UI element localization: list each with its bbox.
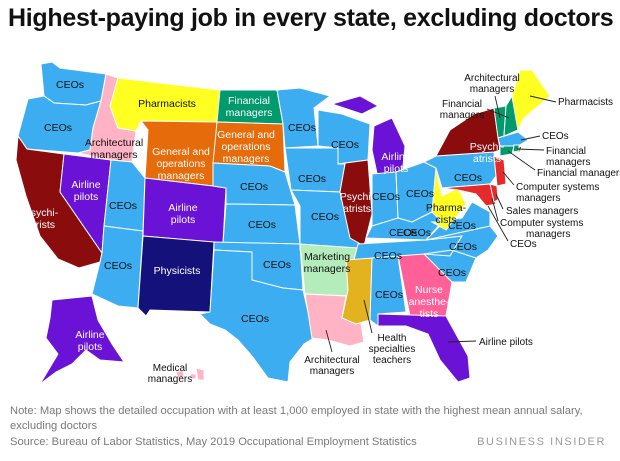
state-ak xyxy=(39,295,125,385)
label-ne: CEOs xyxy=(240,181,268,193)
state-il xyxy=(337,159,373,247)
footnote: Note: Map shows the detailed occupation … xyxy=(10,405,583,432)
label-ny: Psychi-atrists xyxy=(470,141,505,165)
state-ia xyxy=(284,147,346,193)
callout-la: Architectural managers xyxy=(304,355,360,377)
label-wi: CEOs xyxy=(331,139,359,151)
state-co xyxy=(142,177,227,244)
label-mo: CEOs xyxy=(311,211,339,223)
label-ia: CEOs xyxy=(298,173,326,185)
state-nc xyxy=(423,225,499,259)
state-labels: CEOs CEOs Psychi-atrists Airline pilots A… xyxy=(24,79,505,353)
callout-ri: Financial managers xyxy=(546,146,590,168)
callout-ma: CEOs xyxy=(542,131,569,142)
label-il: Psychi-atrists xyxy=(340,191,375,215)
state-ma xyxy=(497,131,529,147)
state-me xyxy=(511,69,551,132)
callout-nh: Financial managers xyxy=(440,99,484,121)
label-mn: CEOs xyxy=(288,122,316,134)
label-ok: CEOs xyxy=(263,259,291,271)
label-sd: General and operations managers xyxy=(217,129,275,165)
state-hi xyxy=(175,367,205,381)
label-ky2: CEOs xyxy=(403,227,431,239)
state-wv xyxy=(430,167,467,231)
label-mi: Airline pilots xyxy=(381,151,410,175)
state-ri xyxy=(512,144,520,153)
label-tn: CEOs xyxy=(374,250,402,262)
label-tx: CEOs xyxy=(241,313,269,325)
label-pa: CEOs xyxy=(454,172,482,184)
state-fl xyxy=(377,313,471,383)
callout-me: Pharmacists xyxy=(558,97,613,108)
label-ak: Airline pilots xyxy=(75,329,104,353)
state-de xyxy=(489,183,499,203)
state-mn xyxy=(276,87,332,149)
state-ut xyxy=(103,159,146,232)
source-line: Source: Bureau of Labor Statistics, May … xyxy=(10,436,417,448)
callout-labels: Architectural managers Financial managers … xyxy=(148,73,620,385)
label-nd: Financial managers xyxy=(226,95,273,119)
callout-dc: CEOs xyxy=(510,239,537,250)
label-sc: CEOs xyxy=(438,267,466,279)
label-ca: Psychi-atrists xyxy=(24,207,59,231)
label-id: Architectural managers xyxy=(85,137,143,161)
callout-de: Sales managers xyxy=(506,206,578,217)
state-shapes xyxy=(15,61,551,385)
label-va: CEOs xyxy=(448,220,476,232)
state-ga xyxy=(397,253,453,317)
label-wv: Pharma-cists xyxy=(426,202,467,226)
label-nc: CEOs xyxy=(449,241,477,253)
label-wy: General and operations managers xyxy=(152,146,210,182)
state-ca xyxy=(15,134,103,269)
label-ga: Nurse anesthe-tists xyxy=(409,284,450,320)
label-ar: Marketing managers xyxy=(304,251,351,275)
callout-vt: Architectural managers xyxy=(464,73,520,95)
label-nm: Physicists xyxy=(154,265,201,277)
callout-ms: Health specialties teachers xyxy=(369,333,416,366)
state-tx xyxy=(198,249,321,383)
label-nv: Airline pilots xyxy=(71,179,100,203)
label-or: CEOs xyxy=(44,122,72,134)
label-oh: CEOs xyxy=(406,188,434,200)
label-wa: CEOs xyxy=(56,79,84,91)
label-az: CEOs xyxy=(104,260,132,272)
callout-ct: Financial managers xyxy=(537,168,620,179)
label-ut: CEOs xyxy=(109,200,137,212)
label-co: Airline pilots xyxy=(168,202,197,226)
map-title: Highest-paying job in every state, exclu… xyxy=(8,4,614,32)
label-ks: CEOs xyxy=(248,219,276,231)
callout-md: Computer systems managers xyxy=(500,218,583,240)
label-mt: Pharmacists xyxy=(138,98,196,110)
callout-hi: Medical managers xyxy=(148,363,192,385)
callout-nj: Computer systems managers xyxy=(516,182,599,204)
label-in: CEOs xyxy=(372,191,400,203)
state-nj xyxy=(493,155,507,187)
label-ky: CEOs xyxy=(389,227,417,239)
brand-logo: BUSINESS INSIDER xyxy=(477,436,606,448)
callout-fl: Airline pilots xyxy=(479,337,533,348)
label-al: CEOs xyxy=(375,289,403,301)
leader-lines xyxy=(325,95,557,353)
us-state-map: CEOs CEOs Psychi-atrists Airline pilots A… xyxy=(15,61,620,385)
